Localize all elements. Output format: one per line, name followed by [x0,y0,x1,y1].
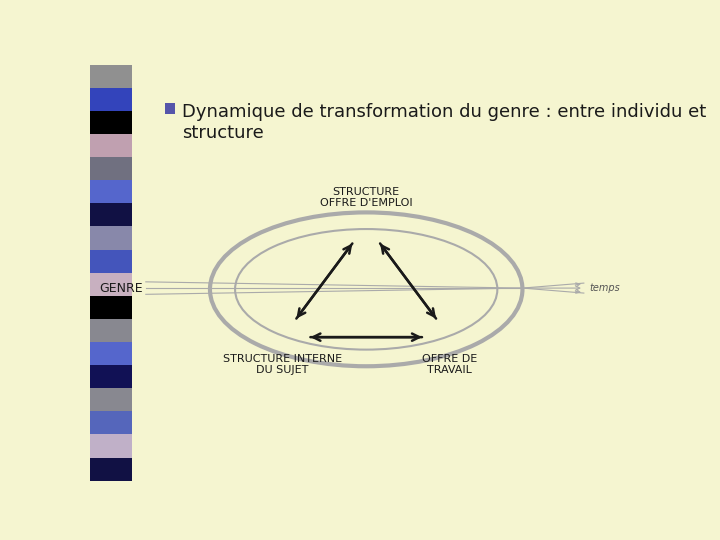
Text: STRUCTURE INTERNE
DU SUJET: STRUCTURE INTERNE DU SUJET [223,354,342,375]
Bar [90,411,132,434]
Bar [90,65,132,88]
Bar [90,434,132,457]
Bar [166,103,176,114]
Bar [90,111,132,134]
Bar [90,180,132,204]
Bar [90,388,132,411]
Bar [90,157,132,180]
Bar [90,457,132,481]
Bar [90,319,132,342]
Text: OFFRE DE
TRAVAIL: OFFRE DE TRAVAIL [423,354,477,375]
Bar [90,134,132,157]
Text: STRUCTURE
OFFRE D'EMPLOI: STRUCTURE OFFRE D'EMPLOI [320,187,413,208]
Bar [90,226,132,249]
Bar [90,273,132,296]
Text: temps: temps [590,283,620,293]
Text: Dynamique de transformation du genre : entre individu et
structure: Dynamique de transformation du genre : e… [182,103,706,142]
Bar [90,296,132,319]
Bar [90,365,132,388]
Bar [90,249,132,273]
Text: GENRE: GENRE [99,281,143,295]
Bar [90,204,132,226]
Bar [90,88,132,111]
Bar [90,342,132,365]
